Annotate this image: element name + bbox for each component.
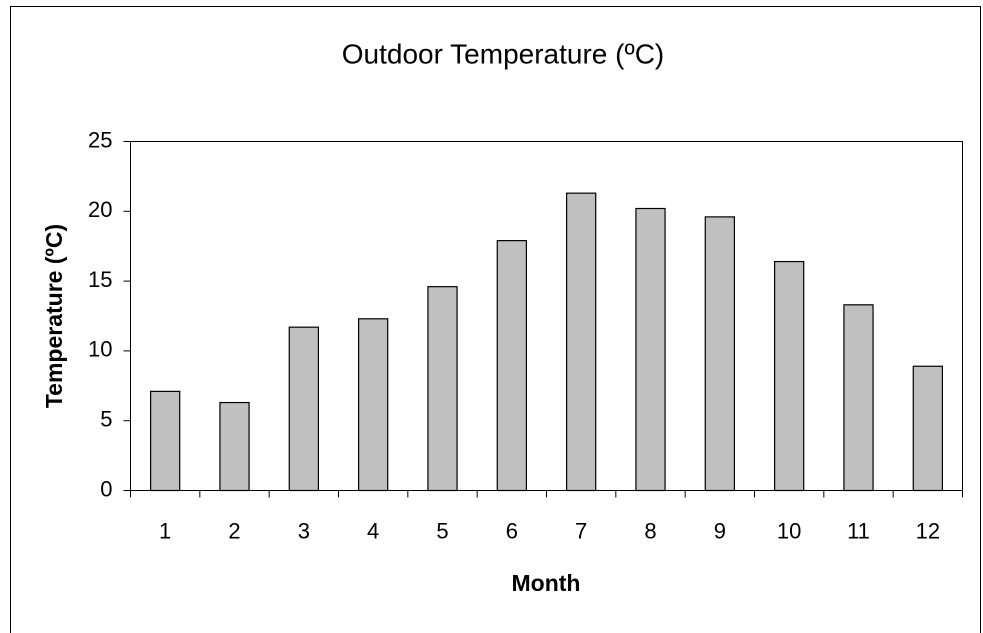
x-tick-label: 5 bbox=[436, 518, 448, 543]
bar bbox=[150, 390, 181, 492]
bar bbox=[219, 401, 250, 492]
y-axis-label: Temperature (ºC) bbox=[41, 224, 67, 408]
x-tick-label: 8 bbox=[644, 518, 656, 543]
y-tick-label: 20 bbox=[88, 197, 112, 222]
y-tick-label: 5 bbox=[100, 407, 112, 432]
y-tick-label: 25 bbox=[88, 127, 112, 152]
bar bbox=[566, 192, 597, 492]
x-tick-label: 7 bbox=[575, 518, 587, 543]
x-tick-label: 12 bbox=[916, 518, 940, 543]
bar bbox=[704, 216, 735, 492]
y-tick-label: 10 bbox=[88, 337, 112, 362]
bar bbox=[912, 365, 943, 492]
bar bbox=[288, 326, 319, 492]
bar bbox=[774, 260, 805, 492]
x-tick-label: 9 bbox=[714, 518, 726, 543]
x-tick-label: 4 bbox=[367, 518, 379, 543]
x-axis-label: Month bbox=[512, 570, 581, 596]
x-tick-label: 10 bbox=[777, 518, 801, 543]
x-tick-label: 1 bbox=[159, 518, 171, 543]
plot-area bbox=[130, 141, 963, 491]
x-tick-label: 3 bbox=[298, 518, 310, 543]
y-tick-label: 0 bbox=[100, 476, 112, 501]
y-tick-label: 15 bbox=[88, 267, 112, 292]
bar bbox=[635, 207, 666, 492]
bar bbox=[496, 240, 527, 492]
bar bbox=[358, 318, 389, 492]
bar bbox=[843, 304, 874, 492]
x-tick-label: 11 bbox=[847, 518, 870, 543]
chart-title: Outdoor Temperature (ºC) bbox=[342, 38, 665, 69]
x-tick-label: 2 bbox=[228, 518, 240, 543]
x-tick-label: 6 bbox=[506, 518, 518, 543]
bar bbox=[427, 286, 458, 492]
